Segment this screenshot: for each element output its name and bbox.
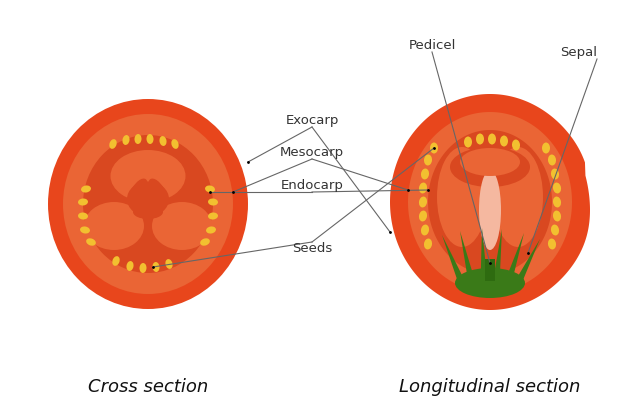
Ellipse shape: [464, 136, 472, 148]
Ellipse shape: [551, 168, 559, 179]
Ellipse shape: [208, 213, 218, 219]
Ellipse shape: [78, 198, 88, 206]
Ellipse shape: [421, 224, 429, 236]
Ellipse shape: [419, 183, 427, 193]
Ellipse shape: [208, 198, 218, 206]
Ellipse shape: [450, 147, 530, 187]
Text: Sepal: Sepal: [560, 46, 597, 59]
Ellipse shape: [128, 178, 148, 206]
Polygon shape: [408, 112, 572, 292]
Ellipse shape: [493, 147, 543, 247]
Ellipse shape: [78, 213, 88, 219]
Ellipse shape: [83, 135, 213, 273]
Ellipse shape: [200, 238, 210, 246]
Ellipse shape: [553, 211, 561, 221]
Polygon shape: [390, 94, 590, 310]
Ellipse shape: [48, 99, 248, 309]
Ellipse shape: [500, 136, 508, 146]
Ellipse shape: [553, 196, 561, 208]
Ellipse shape: [111, 150, 185, 202]
Ellipse shape: [488, 133, 496, 145]
Ellipse shape: [112, 256, 120, 266]
Text: Longitudinal section: Longitudinal section: [399, 378, 581, 396]
Ellipse shape: [80, 226, 90, 234]
Ellipse shape: [133, 205, 163, 219]
Text: Endocarp: Endocarp: [280, 179, 344, 192]
Ellipse shape: [146, 134, 153, 144]
Text: Mesocarp: Mesocarp: [280, 146, 344, 159]
Ellipse shape: [512, 140, 520, 151]
Ellipse shape: [126, 261, 133, 271]
Ellipse shape: [424, 239, 432, 249]
Ellipse shape: [172, 139, 178, 149]
Ellipse shape: [84, 202, 144, 250]
Ellipse shape: [430, 143, 438, 153]
Ellipse shape: [548, 239, 556, 249]
Ellipse shape: [135, 134, 141, 144]
Bar: [485, 259, 495, 281]
Ellipse shape: [419, 196, 427, 208]
Ellipse shape: [476, 133, 484, 145]
Ellipse shape: [110, 139, 116, 149]
Ellipse shape: [479, 170, 501, 250]
Ellipse shape: [86, 238, 96, 246]
Ellipse shape: [548, 155, 556, 166]
Ellipse shape: [81, 186, 91, 193]
Ellipse shape: [152, 202, 212, 250]
Polygon shape: [481, 228, 488, 283]
Ellipse shape: [424, 155, 432, 166]
Ellipse shape: [140, 263, 146, 273]
Ellipse shape: [63, 114, 233, 294]
Polygon shape: [493, 229, 502, 284]
Ellipse shape: [205, 186, 215, 193]
Ellipse shape: [553, 183, 561, 193]
Ellipse shape: [421, 168, 429, 179]
Polygon shape: [515, 239, 540, 284]
Ellipse shape: [455, 268, 525, 298]
Polygon shape: [428, 130, 552, 274]
Ellipse shape: [437, 147, 487, 247]
Polygon shape: [505, 233, 524, 284]
Polygon shape: [442, 235, 465, 284]
Ellipse shape: [460, 148, 520, 176]
Ellipse shape: [153, 262, 160, 272]
Ellipse shape: [148, 178, 168, 206]
Text: Exocarp: Exocarp: [285, 114, 339, 127]
Polygon shape: [460, 231, 475, 284]
Ellipse shape: [123, 135, 130, 145]
Text: Pedicel: Pedicel: [408, 39, 456, 52]
Ellipse shape: [419, 211, 427, 221]
Ellipse shape: [206, 226, 216, 234]
Ellipse shape: [165, 259, 173, 269]
Text: Seeds: Seeds: [292, 242, 332, 255]
Text: Cross section: Cross section: [88, 378, 208, 396]
Ellipse shape: [542, 143, 550, 153]
Ellipse shape: [127, 181, 169, 216]
Ellipse shape: [160, 136, 167, 146]
Ellipse shape: [551, 224, 559, 236]
